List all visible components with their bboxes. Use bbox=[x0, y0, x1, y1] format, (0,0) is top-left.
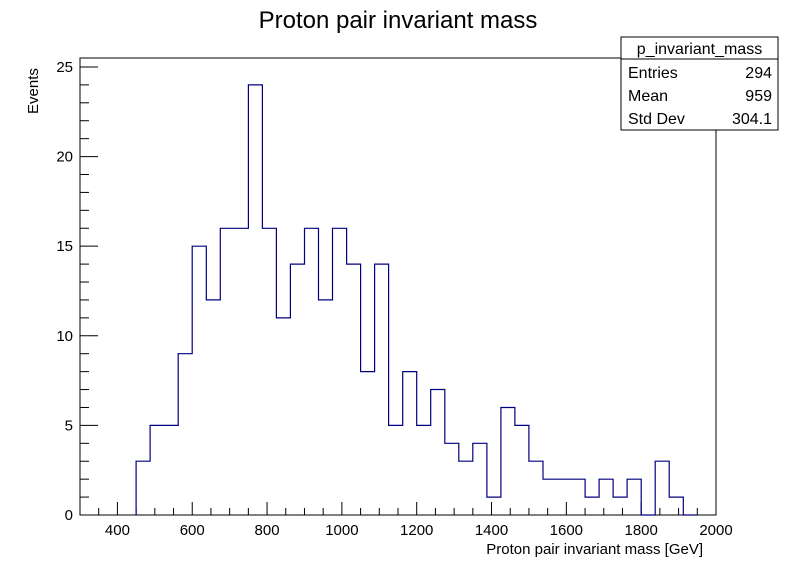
axis-ticks bbox=[79, 66, 717, 516]
y-tick-label: 25 bbox=[56, 59, 73, 76]
y-tick-label: 0 bbox=[65, 507, 73, 524]
x-tick-label: 600 bbox=[180, 522, 205, 539]
x-tick-label: 2000 bbox=[699, 522, 732, 539]
stats-stddev-value: 304.1 bbox=[732, 111, 772, 128]
axis-tick-labels: 400 600 800 1000 1200 1400 1600 1800 2000 0 5 10 15 2… bbox=[56, 59, 732, 539]
y-tick-label: 15 bbox=[56, 238, 73, 255]
x-axis-label: Proton pair invariant mass [GeV] bbox=[486, 541, 703, 558]
histogram-outline bbox=[135, 84, 698, 516]
stats-box-frame bbox=[620, 36, 779, 131]
y-axis-label: Events bbox=[25, 68, 42, 114]
stats-mean-value: 959 bbox=[745, 88, 772, 105]
x-tick-label: 1400 bbox=[475, 522, 508, 539]
stats-mean-label: Mean bbox=[628, 88, 668, 105]
x-tick-label: 1800 bbox=[624, 522, 657, 539]
stats-box-name: p_invariant_mass bbox=[637, 41, 762, 58]
stats-entries-value: 294 bbox=[745, 65, 772, 82]
y-tick-label: 10 bbox=[56, 328, 73, 345]
x-tick-label: 1600 bbox=[550, 522, 583, 539]
y-tick-label: 5 bbox=[65, 417, 73, 434]
x-tick-label: 800 bbox=[255, 522, 280, 539]
y-tick-label: 20 bbox=[56, 149, 73, 166]
x-tick-label: 1000 bbox=[325, 522, 358, 539]
chart-title: Proton pair invariant mass bbox=[259, 7, 538, 34]
stats-stddev-label: Std Dev bbox=[628, 111, 685, 128]
x-tick-label: 400 bbox=[105, 522, 130, 539]
x-tick-label: 1200 bbox=[400, 522, 433, 539]
stats-entries-label: Entries bbox=[628, 65, 678, 82]
stats-box: p_invariant_mass Entries 294 Mean 959 St… bbox=[620, 36, 779, 131]
